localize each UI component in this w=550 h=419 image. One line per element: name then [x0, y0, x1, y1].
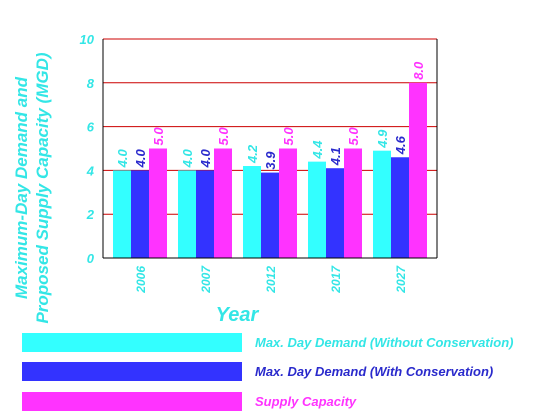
- legend-swatch-without-conservation: [22, 332, 242, 352]
- legend-label-supply-capacity: Supply Capacity: [255, 393, 357, 409]
- x-tick-label-2017: 2017: [329, 265, 343, 294]
- x-tick-label-2012: 2012: [264, 266, 278, 294]
- legend-item-supply-capacity: Supply Capacity: [22, 391, 356, 411]
- bar-2006-series-0: [113, 170, 131, 258]
- data-label-2012-series-1: 3.9: [263, 151, 278, 170]
- legend-swatch-supply-capacity: [22, 391, 242, 411]
- x-tick-label-2007: 2007: [199, 265, 213, 294]
- data-label-2006-series-1: 4.0: [133, 149, 148, 169]
- bar-2027-series-2: [409, 82, 427, 258]
- data-labels: 4.0 4.05.04.0 4.05.04.2 3.95.04.4 4.15.0 4.9 4…: [115, 61, 426, 170]
- bar-2007-series-0: [178, 170, 196, 258]
- data-label-2027-series-2: 8.0: [411, 61, 426, 80]
- data-label-2017-series-0: 4.4: [310, 140, 325, 160]
- data-label-2027-series-0: 4.9: [375, 129, 390, 149]
- y-tick-label-4: 4: [86, 163, 95, 178]
- data-label-2006-series-0: 4.0: [115, 149, 130, 169]
- bar-2006-series-2: [149, 148, 167, 258]
- legend-item-with-conservation: Max. Day Demand (With Conservation): [22, 361, 493, 381]
- bar-2027-series-1: [391, 157, 409, 258]
- data-label-2027-series-1: 4.6: [393, 135, 408, 155]
- x-axis-label: Year: [216, 304, 260, 326]
- x-tick-label-2027: 2027: [394, 265, 408, 294]
- data-label-2012-series-2: 5.0: [281, 127, 296, 146]
- legend-label-with-conservation: Max. Day Demand (With Conservation): [255, 363, 494, 379]
- axes: [102, 39, 438, 259]
- bar-2017-series-0: [308, 161, 326, 258]
- data-label-2007-series-0: 4.0: [180, 149, 195, 169]
- legend-label-without-conservation: Max. Day Demand (Without Conservation): [255, 334, 514, 350]
- data-label-2006-series-2: 5.0: [151, 127, 166, 146]
- bar-2017-series-1: [326, 168, 344, 258]
- data-label-2012-series-0: 4.2: [245, 144, 260, 164]
- y-tick-label-8: 8: [87, 76, 95, 91]
- y-tick-label-2: 2: [86, 207, 95, 222]
- legend-swatch-with-conservation: [22, 361, 242, 381]
- data-label-2007-series-2: 5.0: [216, 127, 231, 146]
- tick-labels: 0 2 4 6 8 10 2006 2007 2012 2017 2027: [80, 32, 408, 294]
- x-tick-label-2006: 2006: [134, 266, 148, 294]
- legend-item-without-conservation: Max. Day Demand (Without Conservation): [22, 332, 513, 352]
- data-label-2017-series-2: 5.0: [346, 127, 361, 146]
- data-label-2007-series-1: 4.0: [198, 149, 213, 169]
- bars: [113, 82, 427, 258]
- bar-2017-series-2: [344, 148, 362, 258]
- y-tick-label-10: 10: [80, 32, 95, 47]
- bar-2027-series-0: [373, 150, 391, 258]
- bar-2006-series-1: [131, 170, 149, 258]
- bar-2007-series-2: [214, 148, 232, 258]
- y-axis-label-line-1: Maximum-Day Demand and: [12, 76, 31, 299]
- bar-2012-series-0: [243, 166, 261, 258]
- y-axis-label-line-2: Proposed Supply Capacity (MGD): [33, 52, 52, 323]
- y-tick-label-6: 6: [87, 120, 95, 135]
- bar-2012-series-1: [261, 172, 279, 258]
- data-label-2017-series-1: 4.1: [328, 147, 343, 166]
- bar-2007-series-1: [196, 170, 214, 258]
- y-tick-label-0: 0: [87, 251, 95, 266]
- bar-2012-series-2: [279, 148, 297, 258]
